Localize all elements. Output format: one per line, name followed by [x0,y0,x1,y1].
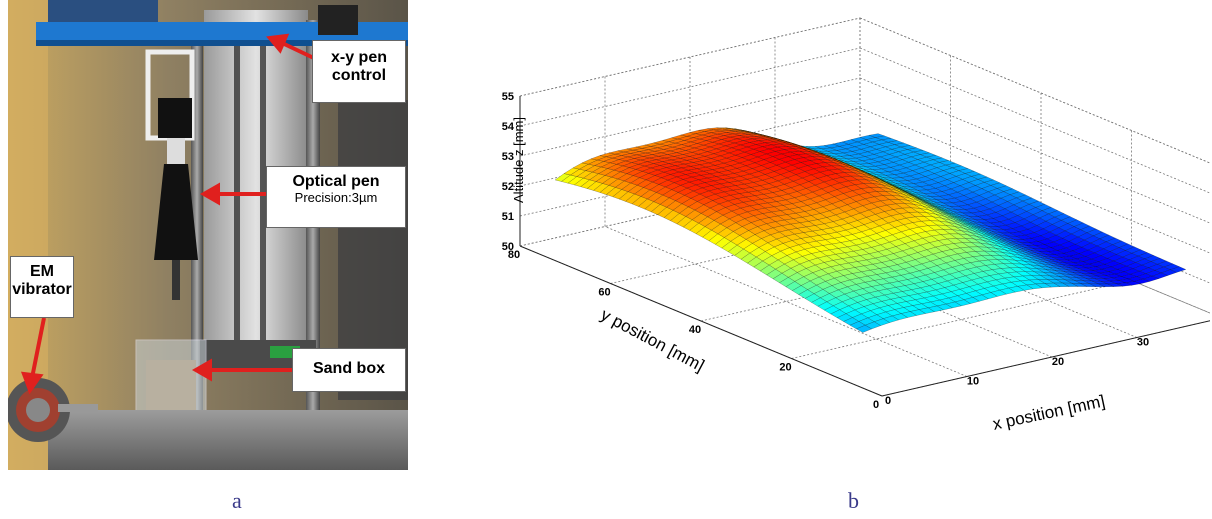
grid-line [859,77,1212,225]
y-tick-label: 0 [873,399,879,411]
x-axis-label: x position [mm] [991,391,1107,433]
grid-line [774,187,1138,338]
y-axis-label: y position [mm] [598,305,708,375]
surface-plot: 505152535455010203040020406080 x positio… [480,0,1212,480]
x-tick-label: 30 [1137,337,1149,349]
y-tick-label: 20 [779,362,791,374]
box-edge [859,17,1212,165]
surface-plot-svg: 505152535455010203040020406080 x positio… [502,17,1212,434]
y-tick-label: 60 [598,287,610,299]
sand-box-label: Sand box [292,348,406,392]
y-axis-line [519,245,883,397]
sand-box-text: Sand box [312,360,385,377]
grid-line [859,107,1212,255]
panel-letter-b: b [848,488,859,513]
grid-line [859,167,1212,315]
xy-pen-control-label: x-y pen control [312,40,406,103]
x-tick-label: 20 [1052,356,1064,368]
experimental-setup-photo: x-y pen control Optical pen Precision:3µ… [8,0,408,470]
z-tick-label: 53 [502,151,514,163]
grid-line [604,226,968,377]
optical-pen-text: Optical pen [292,173,380,190]
grid-line [859,17,1212,165]
grid-line [859,47,1212,195]
z-tick-label: 55 [502,91,514,103]
y-tick-label: 80 [508,249,520,261]
panel-letter-a: a [232,488,242,513]
x-tick-label: 0 [885,395,891,407]
z-tick-label: 50 [502,241,514,253]
optical-pen-label: Optical pen Precision:3µm [266,166,406,228]
optical-pen-precision: Precision:3µm [294,190,378,206]
z-tick-label: 51 [502,211,514,223]
em-vibrator-label: EM vibrator [10,256,74,318]
surface-patch [1169,266,1187,273]
surface-mesh [554,127,1187,333]
z-tick-label: 52 [502,181,514,193]
z-axis-label: Altitude z [mm] [511,117,526,203]
xy-pen-control-text: x-y pen control [330,49,387,85]
grid-line [689,206,1053,358]
em-vibrator-text: EM vibrator [12,263,72,299]
y-tick-label: 40 [689,324,701,336]
x-tick-label: 10 [967,376,979,388]
x-axis-line [881,319,1212,397]
tick-labels: 505152535455010203040020406080 [502,91,1149,411]
z-tick-label: 54 [502,121,515,133]
